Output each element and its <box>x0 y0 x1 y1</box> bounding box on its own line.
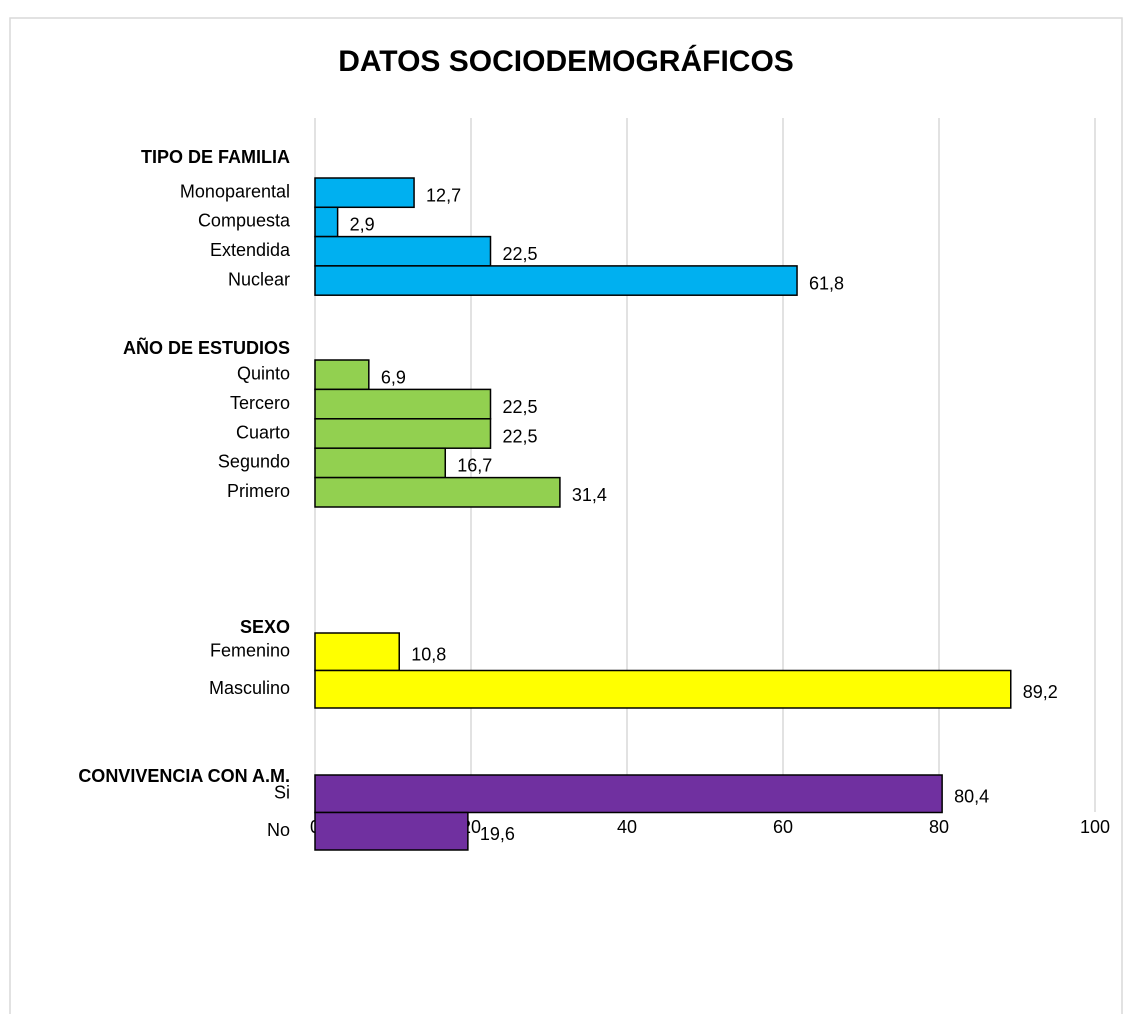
x-tick-label: 80 <box>929 817 949 837</box>
y-tick-label: Monoparental <box>180 181 290 201</box>
y-tick-label: Segundo <box>218 452 290 472</box>
y-tick-label: Nuclear <box>228 269 290 289</box>
y-tick-label: Primero <box>227 481 290 501</box>
value-label: 12,7 <box>426 185 461 205</box>
value-label: 61,8 <box>809 273 844 293</box>
bar <box>314 177 415 209</box>
bar <box>314 447 447 479</box>
y-tick-label: Si <box>274 783 290 803</box>
y-tick-label: Compuesta <box>198 211 291 231</box>
y-tick-label: Cuarto <box>236 422 290 442</box>
y-tick-label: Tercero <box>230 393 290 413</box>
value-label: 31,4 <box>572 485 607 505</box>
bar <box>314 265 798 296</box>
chart-title: DATOS SOCIODEMOGRÁFICOS <box>338 44 794 78</box>
y-tick-label: Extendida <box>210 240 291 260</box>
value-label: 10,8 <box>411 645 446 665</box>
bar <box>314 388 492 420</box>
bar <box>314 206 339 238</box>
group-label: TIPO DE FAMILIA <box>141 147 290 167</box>
y-tick-label: No <box>267 820 290 840</box>
value-label: 89,2 <box>1023 682 1058 702</box>
value-label: 2,9 <box>350 215 375 235</box>
value-label: 16,7 <box>457 456 492 476</box>
x-tick-label: 60 <box>773 817 793 837</box>
value-label: 22,5 <box>503 244 538 264</box>
value-label: 80,4 <box>954 787 989 807</box>
x-tick-label: 40 <box>617 817 637 837</box>
y-tick-label: Femenino <box>210 641 290 661</box>
bar <box>314 235 492 267</box>
value-label: 19,6 <box>480 824 515 844</box>
y-tick-label: Masculino <box>209 678 290 698</box>
chart-frame <box>9 17 1123 1014</box>
value-label: 6,9 <box>381 367 406 387</box>
group-label: SEXO <box>240 617 290 637</box>
bar <box>314 476 561 508</box>
bar <box>314 359 370 391</box>
bar <box>314 669 1012 709</box>
value-label: 22,5 <box>503 426 538 446</box>
bar <box>314 632 400 672</box>
bar <box>314 774 943 814</box>
group-label: AÑO DE ESTUDIOS <box>123 337 290 358</box>
value-label: 22,5 <box>503 397 538 417</box>
bar <box>314 418 492 449</box>
group-label: CONVIVENCIA CON A.M. <box>78 766 290 786</box>
bar <box>314 811 469 851</box>
y-tick-label: Quinto <box>237 363 290 383</box>
x-tick-label: 100 <box>1080 817 1110 837</box>
